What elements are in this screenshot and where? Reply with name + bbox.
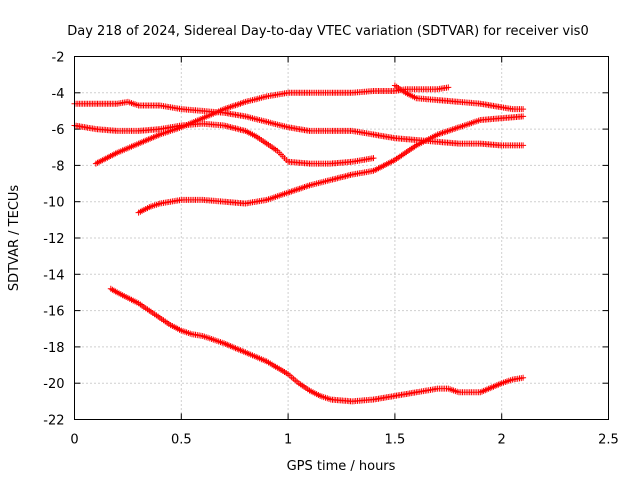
series-track-2 (71, 120, 377, 167)
y-tick-label: -18 (43, 341, 64, 356)
data-point-markers (71, 98, 527, 149)
x-tick-label: 2.5 (598, 433, 619, 448)
chart-title: Day 218 of 2024, Sidereal Day-to-day VTE… (67, 24, 588, 39)
series-track-5 (391, 82, 527, 113)
y-tick-label: -22 (43, 414, 64, 429)
y-tick-label: -4 (52, 87, 65, 102)
x-axis-label: GPS time / hours (287, 459, 396, 474)
data-point-markers (107, 285, 527, 405)
data-point-markers (92, 84, 452, 167)
plot-frame (74, 56, 609, 420)
series-track-3 (92, 84, 452, 167)
x-tick-label: 2 (498, 433, 506, 448)
x-tick-label: 1 (284, 433, 292, 448)
y-tick-label: -2 (52, 51, 65, 66)
y-tick-label: -6 (52, 123, 65, 138)
data-point-markers (71, 120, 377, 167)
series-track-6 (107, 285, 527, 405)
grid (74, 56, 609, 420)
y-tick-label: -10 (43, 196, 64, 211)
data-point-markers (391, 82, 527, 113)
y-tick-label: -16 (43, 305, 64, 320)
axis-ticks: 0 0.5 1 1.5 2 2.5 -22 -20 -18 -16 -14 -12 -10 -8 -6 -4 -… (43, 51, 619, 448)
y-axis-label: SDTVAR / TECUs (7, 185, 22, 292)
x-tick-label: 0 (70, 433, 78, 448)
y-tick-label: -14 (43, 268, 64, 283)
y-tick-label: -12 (43, 232, 64, 247)
x-tick-label: 0.5 (171, 433, 192, 448)
data-point-markers (135, 113, 527, 216)
y-tick-label: -20 (43, 377, 64, 392)
series-track-4 (135, 113, 527, 216)
x-tick-label: 1.5 (385, 433, 406, 448)
data-series (71, 82, 527, 405)
y-tick-label: -8 (52, 159, 65, 174)
series-track-1 (71, 98, 527, 149)
